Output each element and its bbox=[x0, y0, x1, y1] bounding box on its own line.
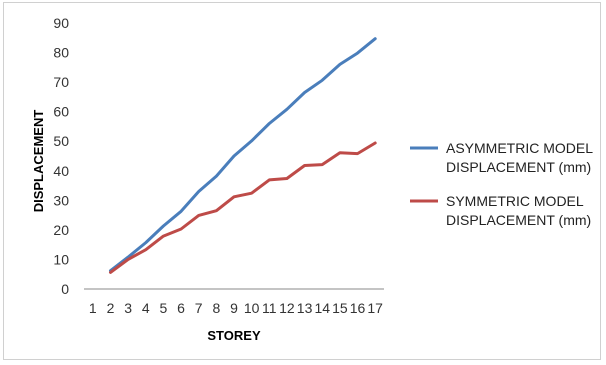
x-tick-label: 15 bbox=[332, 300, 348, 316]
legend-label: DISPLACEMENT (mm) bbox=[446, 212, 591, 228]
x-tick-label: 3 bbox=[124, 300, 132, 316]
x-tick-label: 6 bbox=[177, 300, 185, 316]
y-axis-title: DISPLACEMENT bbox=[31, 110, 46, 213]
x-tick-label: 11 bbox=[262, 300, 277, 316]
chart-frame bbox=[3, 2, 601, 360]
y-tick-label: 10 bbox=[53, 251, 69, 267]
x-tick-label: 12 bbox=[279, 300, 295, 316]
y-tick-label: 0 bbox=[61, 281, 69, 297]
x-tick-label: 14 bbox=[314, 300, 330, 316]
legend-label: SYMMETRIC MODEL bbox=[446, 193, 584, 209]
x-tick-label: 10 bbox=[244, 300, 260, 316]
x-tick-label: 17 bbox=[367, 300, 383, 316]
x-tick-label: 5 bbox=[160, 300, 168, 316]
x-axis-title: STOREY bbox=[207, 328, 261, 343]
y-tick-label: 20 bbox=[53, 222, 69, 238]
y-tick-label: 30 bbox=[53, 192, 69, 208]
x-tick-label: 7 bbox=[195, 300, 203, 316]
y-tick-label: 50 bbox=[53, 133, 69, 149]
series-line bbox=[109, 37, 377, 273]
x-tick-label: 8 bbox=[212, 300, 220, 316]
x-tick-label: 16 bbox=[350, 300, 366, 316]
y-tick-label: 90 bbox=[53, 15, 69, 31]
x-tick-label: 2 bbox=[107, 300, 115, 316]
y-tick-label: 80 bbox=[53, 45, 69, 61]
series-line bbox=[109, 141, 377, 274]
legend-label: DISPLACEMENT (mm) bbox=[446, 159, 591, 175]
x-tick-label: 13 bbox=[297, 300, 313, 316]
y-tick-label: 40 bbox=[53, 163, 69, 179]
x-tick-label: 1 bbox=[89, 300, 97, 316]
legend-label: ASYMMETRIC MODEL bbox=[446, 140, 593, 156]
x-tick-label: 4 bbox=[142, 300, 150, 316]
y-tick-label: 70 bbox=[53, 74, 69, 90]
x-tick-label: 9 bbox=[230, 300, 238, 316]
y-tick-label: 60 bbox=[53, 104, 69, 120]
